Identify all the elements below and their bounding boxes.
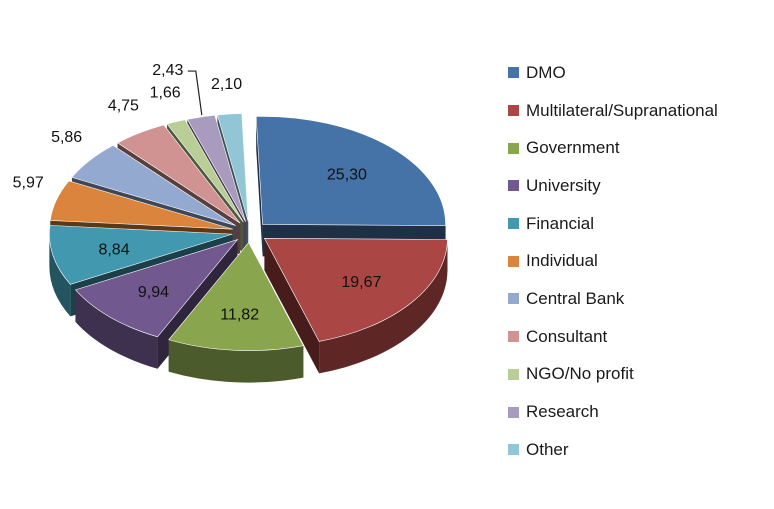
legend-item-consultant: Consultant (508, 318, 718, 356)
data-label-research: 2,43 (152, 62, 183, 79)
pie-slice-side-financial (49, 234, 71, 317)
data-label-ngo-no-profit: 1,66 (150, 85, 181, 102)
pie-slice-financial (49, 225, 233, 285)
pie-slice-wall-dmo-start (256, 116, 263, 257)
pie-slice-ngo-no-profit (166, 119, 244, 223)
pie-slice-other (216, 113, 249, 222)
legend: DMO Multilateral/Supranational Government U… (508, 54, 718, 469)
legend-swatch (508, 331, 519, 343)
pie-slice-side-university (75, 289, 158, 369)
pie-slice-wall-multilateral-supranational-end (264, 238, 320, 374)
legend-swatch (508, 180, 519, 192)
legend-label: Central Bank (526, 288, 625, 308)
data-label-central-bank: 5,86 (51, 129, 82, 146)
data-labels: 25,30 19,67 11,82 9,94 8,84 5,97 5,86 4,75 1,66 2… (13, 62, 382, 324)
legend-label: Financial (526, 213, 595, 233)
pie-slice-consultant (116, 124, 241, 224)
legend-item-financial: Financial (508, 205, 718, 243)
legend-label: DMO (526, 62, 566, 82)
legend-swatch (508, 218, 519, 230)
pie-slice-tops (49, 113, 448, 351)
data-label-other: 2,10 (211, 76, 242, 93)
legend-swatch (508, 67, 519, 79)
legend-item-ngo-no-profit: NGO/No profit (508, 356, 718, 394)
data-label-financial: 8,84 (98, 241, 129, 258)
legend-item-dmo: DMO (508, 54, 718, 92)
data-label-dmo: 25,30 (327, 166, 367, 183)
legend-label: Individual (526, 251, 598, 271)
pie-slice-individual (49, 180, 233, 230)
data-label-government: 11,82 (220, 307, 259, 324)
legend-label: Research (526, 402, 599, 422)
data-label-consultant: 4,75 (108, 97, 139, 114)
legend-item-multilateral-supranational: Multilateral/Supranational (508, 92, 718, 130)
legend-swatch (508, 255, 519, 267)
pie-slice-dmo (255, 116, 446, 226)
legend-label: Multilateral/Supranational (526, 100, 718, 120)
data-label-multilateral-supranational: 19,67 (341, 274, 381, 291)
legend-swatch (508, 105, 519, 117)
legend-swatch (508, 293, 519, 305)
legend-item-individual: Individual (508, 242, 718, 280)
data-label-university: 9,94 (138, 284, 169, 301)
legend-label: Other (526, 439, 569, 459)
legend-label: Government (526, 138, 620, 158)
legend-swatch (508, 406, 519, 418)
legend-item-other: Other (508, 431, 718, 469)
legend-item-research: Research (508, 393, 718, 431)
leader-line-research (187, 70, 203, 116)
legend-item-government: Government (508, 129, 718, 167)
legend-item-central-bank: Central Bank (508, 280, 718, 318)
legend-label: Consultant (526, 326, 608, 346)
legend-swatch (508, 142, 519, 154)
pie-slice-central-bank (71, 145, 236, 226)
pie-slice-multilateral-supranational (263, 238, 448, 342)
pie-slice-university (74, 239, 239, 338)
pie-slice-government (168, 242, 304, 351)
pie-slice-side-multilateral-supranational (319, 239, 448, 374)
legend-item-university: University (508, 167, 718, 205)
legend-label: University (526, 175, 601, 195)
data-label-individual: 5,97 (13, 175, 44, 192)
legend-swatch (508, 444, 519, 456)
pie-slice-side-government (168, 339, 304, 383)
legend-swatch (508, 368, 519, 380)
legend-label: NGO/No profit (526, 364, 634, 384)
pie-slice-research (186, 114, 246, 222)
